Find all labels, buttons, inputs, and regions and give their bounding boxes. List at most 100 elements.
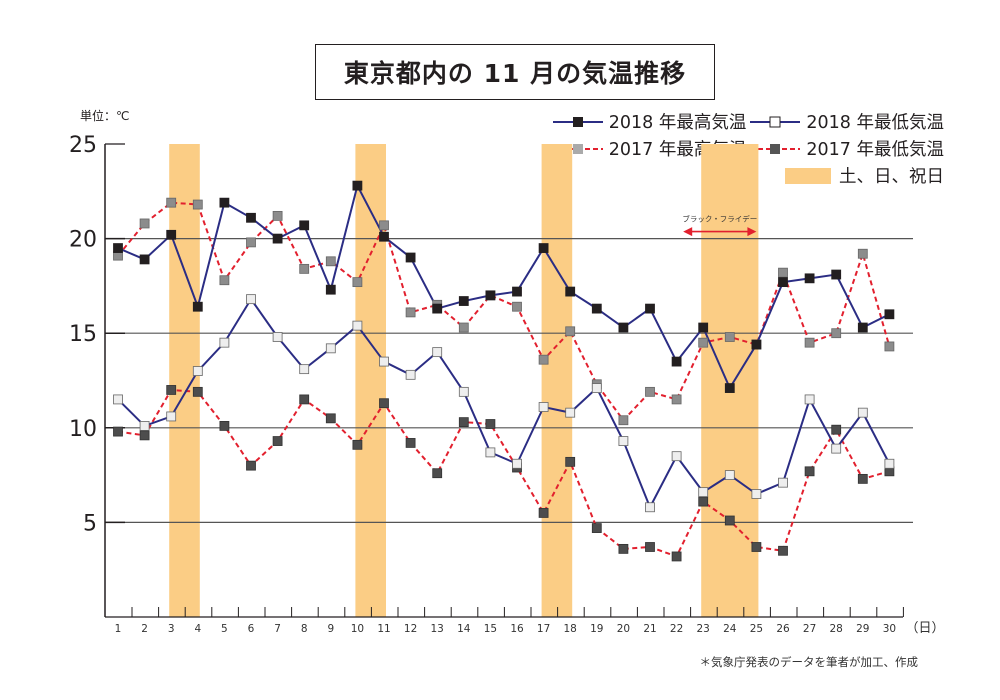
- unit-label: 単位：℃: [80, 109, 130, 123]
- data-point-min2017: [831, 424, 842, 435]
- legend: 2018 年最高気温 2018 年最低気温 2017 年最高気温 2017 年最…: [549, 108, 944, 189]
- data-point-min2018: [884, 458, 895, 469]
- data-point-min2017: [246, 460, 256, 471]
- data-point-max2018: [246, 212, 256, 223]
- data-point-max2017: [538, 354, 549, 365]
- x-tick-label: 21: [643, 623, 656, 635]
- x-tick-label: 1: [115, 623, 122, 635]
- data-point-min2017: [591, 523, 602, 533]
- data-point-max2018: [724, 383, 735, 393]
- data-point-min2018: [325, 343, 336, 354]
- data-point-max2018: [618, 322, 629, 333]
- data-point-max2017: [645, 386, 655, 397]
- data-point-max2017: [857, 248, 868, 259]
- legend-swatch-min2018: [750, 116, 801, 127]
- data-point-max2017: [379, 220, 389, 231]
- data-point-min2018: [219, 337, 230, 348]
- data-point-min2017: [485, 419, 496, 429]
- source-note: ＊気象庁発表のデータを筆者が加工、作成: [699, 655, 919, 669]
- data-point-max2017: [804, 337, 815, 348]
- series-line-max2017: [117, 201, 891, 422]
- x-tick-label: 23: [697, 623, 710, 635]
- data-point-min2018: [698, 487, 709, 498]
- data-point-max2018: [857, 322, 868, 333]
- data-point-min2018: [166, 411, 177, 422]
- data-point-min2017: [698, 496, 709, 507]
- legend-item-min2017: 2017 年最低気温: [750, 136, 944, 161]
- x-tick-label: 15: [484, 623, 497, 635]
- data-point-min2018: [724, 470, 735, 481]
- data-point-min2017: [325, 413, 336, 424]
- data-point-max2018: [485, 290, 496, 301]
- x-tick-label: 18: [564, 623, 577, 635]
- data-point-min2017: [804, 466, 815, 477]
- y-tick-label: 25: [69, 133, 97, 158]
- data-point-max2018: [352, 180, 363, 191]
- data-point-max2018: [325, 284, 336, 295]
- data-point-max2018: [113, 243, 123, 253]
- data-point-min2018: [857, 407, 868, 418]
- legend-label-weekend: 土、日、祝日: [839, 167, 944, 187]
- data-point-min2017: [618, 543, 629, 554]
- x-tick-label: 26: [776, 623, 790, 635]
- data-point-min2017: [724, 515, 735, 526]
- data-point-max2017: [219, 275, 230, 286]
- x-tick-label: 7: [274, 623, 281, 635]
- data-point-min2017: [192, 386, 203, 397]
- data-point-min2018: [352, 320, 363, 331]
- x-tick-label: 8: [301, 623, 308, 635]
- data-point-max2017: [618, 415, 629, 426]
- annotation-label: ブラック・フライデー: [682, 214, 757, 224]
- data-point-min2017: [379, 398, 389, 409]
- data-point-max2018: [192, 301, 203, 312]
- data-point-min2018: [458, 386, 469, 397]
- x-tick-label: 20: [617, 623, 630, 635]
- x-tick-label: 16: [510, 623, 524, 635]
- legend-swatch-min2017: [750, 143, 801, 154]
- legend-label-min2017: 2017 年最低気温: [806, 140, 944, 160]
- x-tick-label: 30: [883, 623, 896, 635]
- data-point-max2018: [778, 277, 788, 288]
- data-point-min2018: [272, 332, 283, 342]
- data-point-max2018: [751, 339, 762, 350]
- data-point-max2017: [458, 322, 469, 333]
- data-point-max2017: [565, 326, 576, 337]
- data-point-min2017: [857, 473, 868, 484]
- data-point-min2018: [432, 347, 443, 358]
- data-point-min2017: [778, 545, 788, 556]
- data-point-min2017: [272, 436, 283, 446]
- data-point-max2018: [884, 309, 895, 320]
- legend-label-min2018: 2018 年最低気温: [806, 113, 944, 133]
- data-point-max2018: [804, 273, 815, 284]
- x-tick-label: 14: [457, 623, 471, 635]
- x-tick-label: 17: [537, 623, 550, 635]
- data-point-min2017: [352, 439, 363, 450]
- data-point-max2017: [698, 337, 709, 348]
- data-point-min2018: [113, 394, 123, 405]
- data-point-max2018: [379, 231, 389, 242]
- chart-title-text: 東京都内の 11 月の気温推移: [343, 59, 687, 88]
- data-point-max2017: [671, 394, 682, 405]
- data-point-min2017: [645, 542, 655, 552]
- series-line-max2018: [117, 182, 890, 391]
- data-point-max2017: [139, 218, 150, 229]
- x-tick-label: 12: [404, 623, 417, 635]
- data-point-min2018: [192, 366, 203, 376]
- y-tick-label: 20: [69, 228, 97, 253]
- data-point-min2018: [618, 436, 629, 446]
- x-tick-label: 27: [803, 623, 816, 635]
- data-point-min2018: [591, 383, 602, 393]
- data-point-min2017: [751, 542, 762, 552]
- data-point-min2017: [458, 417, 469, 428]
- data-point-max2018: [139, 254, 150, 265]
- x-tick-label: 4: [194, 623, 201, 635]
- weekend-band: [355, 144, 386, 617]
- data-point-min2018: [485, 447, 496, 458]
- data-point-max2018: [272, 233, 283, 244]
- data-point-min2018: [538, 402, 549, 412]
- weekend-band: [541, 144, 573, 617]
- y-tick-label: 10: [69, 417, 97, 442]
- x-tick-label: 5: [221, 623, 228, 635]
- x-tick-label: 25: [750, 623, 763, 635]
- x-tick-label: 9: [327, 623, 334, 635]
